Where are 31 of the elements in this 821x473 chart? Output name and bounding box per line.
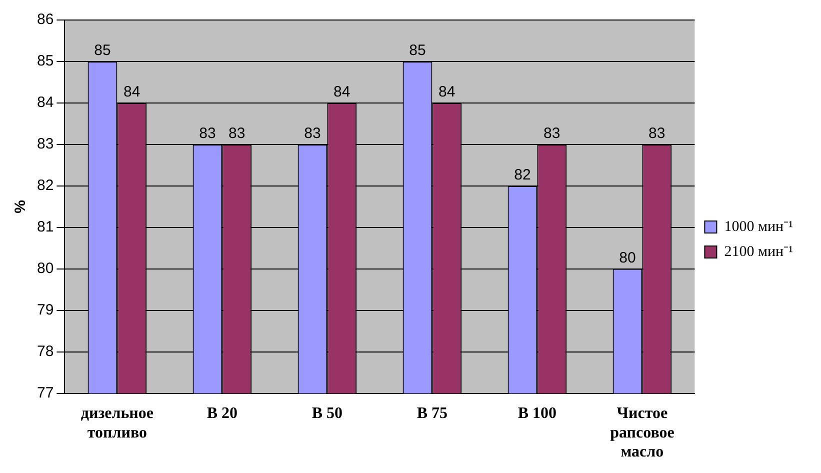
data-label: 85	[409, 42, 426, 60]
y-tick-label: 83	[36, 136, 54, 153]
legend-label: 2100 мин⁻¹	[724, 244, 794, 260]
data-label: 84	[334, 84, 350, 101]
data-label: 84	[124, 84, 140, 101]
x-tick-label: В 20	[206, 405, 238, 422]
x-tick-label: В 50	[312, 405, 343, 422]
legend-label: 1000 мин⁻¹	[724, 218, 794, 235]
data-label: 83	[544, 125, 560, 142]
y-tick-label: 84	[36, 94, 54, 112]
y-tick-label: 82	[36, 177, 54, 194]
y-tick-label: 85	[36, 52, 54, 70]
x-tick-label: В 100	[518, 405, 557, 422]
y-tick-label: 77	[36, 384, 54, 402]
y-axis-title: %	[12, 200, 30, 214]
data-label: 83	[199, 125, 216, 142]
x-tick-label: В 75	[416, 405, 448, 422]
y-tick-label: 81	[36, 218, 54, 236]
y-tick-label: 80	[36, 260, 54, 278]
y-tick-label: 79	[36, 302, 54, 319]
data-label: 85	[94, 42, 111, 60]
data-label: 83	[304, 125, 321, 142]
data-label: 80	[619, 250, 636, 267]
data-label: 84	[438, 84, 456, 101]
data-label: 83	[648, 125, 666, 142]
x-tick-label: Чистое рапсовое масло	[610, 405, 674, 461]
data-label: 83	[228, 125, 246, 142]
y-tick-label: 78	[36, 343, 54, 360]
y-tick-label: 86	[36, 11, 54, 28]
data-label: 82	[514, 166, 531, 184]
x-tick-label: дизельное топливо	[80, 405, 154, 442]
